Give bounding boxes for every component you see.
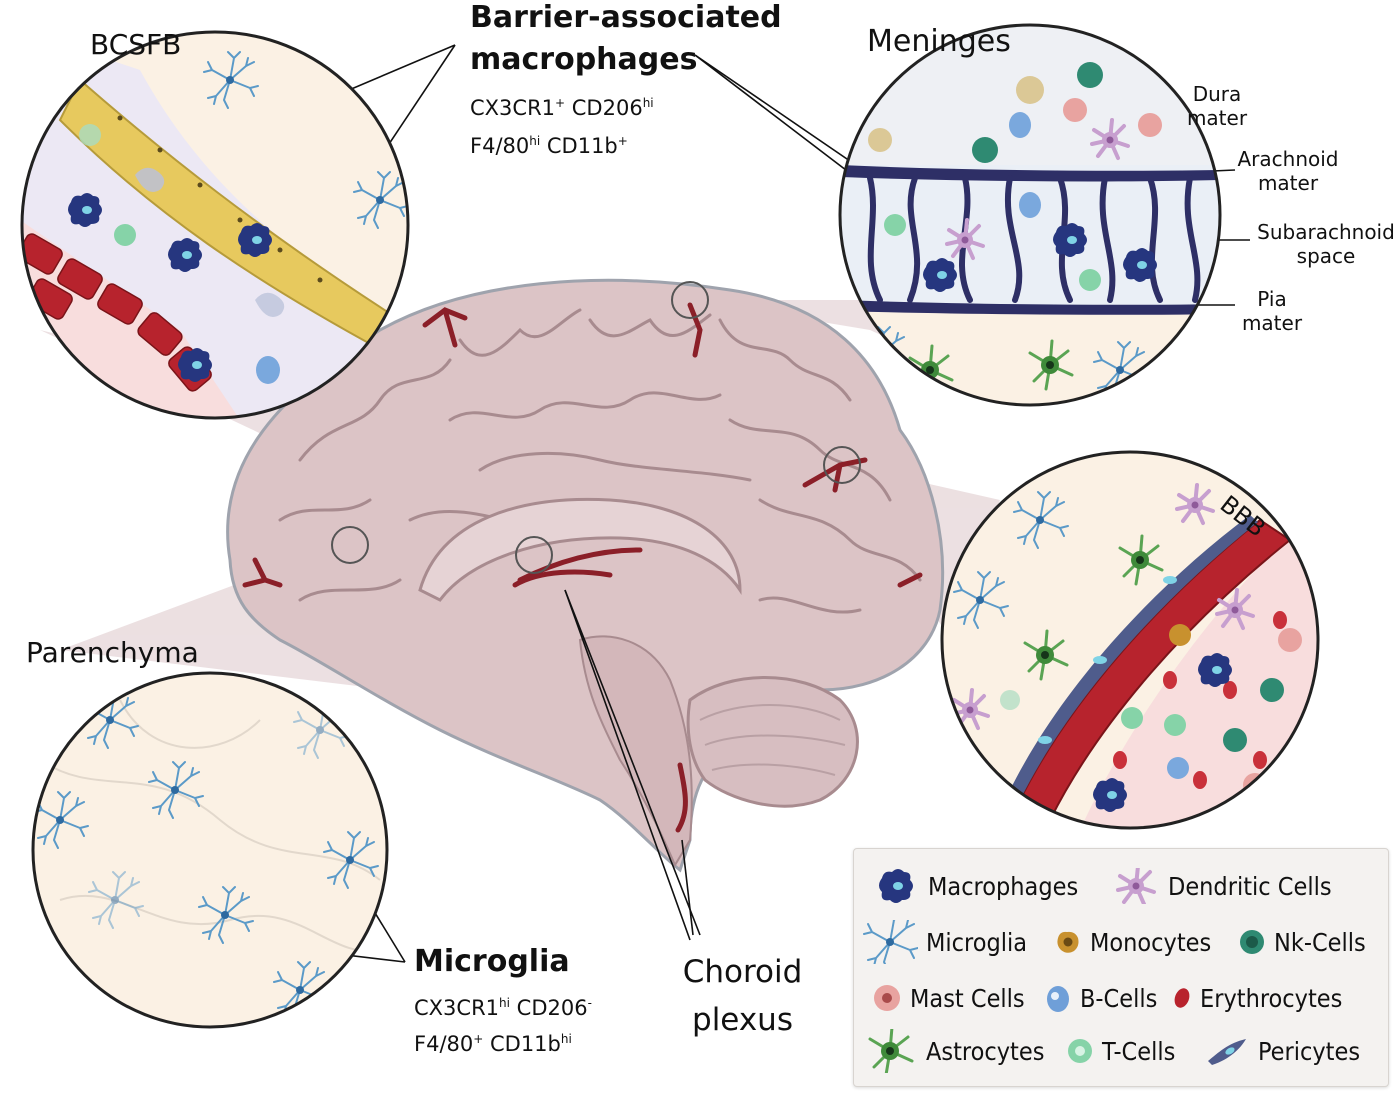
marker: CX3CR1 bbox=[470, 96, 556, 120]
bbb-zoom-circle bbox=[940, 450, 1320, 830]
marker: CX3CR1 bbox=[414, 996, 500, 1020]
bam-title-line1: Barrier-associated bbox=[470, 0, 782, 35]
mast-cell-icon bbox=[874, 985, 900, 1011]
bam-title-line2: macrophages bbox=[470, 42, 698, 77]
marker-sup: hi bbox=[529, 134, 541, 148]
bcsfb-title: BCSFB bbox=[90, 28, 182, 61]
microglia-markers-line2: F4/80+ CD11bhi bbox=[414, 1032, 572, 1057]
legend-label: B-Cells bbox=[1080, 983, 1158, 1013]
bam-markers-line1: CX3CR1+ CD206hi bbox=[470, 96, 654, 121]
legend-item-astrocytes: Astrocytes bbox=[862, 1029, 1045, 1073]
cell-type-legend: Macrophages Dendritic Cells Microglia Mo… bbox=[853, 848, 1389, 1087]
subarachnoid-space-label: Subarachnoid space bbox=[1254, 220, 1398, 268]
layer-line: mater bbox=[1257, 171, 1319, 195]
legend-label: Astrocytes bbox=[926, 1036, 1045, 1066]
microglia-markers-line1: CX3CR1hi CD206- bbox=[414, 996, 592, 1021]
nk-cell-icon bbox=[1240, 930, 1264, 954]
legend-item-macrophages: Macrophages bbox=[872, 868, 1078, 904]
legend-item-t-cells: T-Cells bbox=[1066, 1033, 1175, 1069]
marker-sup: + bbox=[473, 1032, 484, 1046]
legend-item-microglia: Microglia bbox=[862, 920, 1028, 964]
bam-markers-line2: F4/80hi CD11b+ bbox=[470, 134, 628, 159]
meninges-title: Meninges bbox=[867, 24, 1011, 59]
legend-label: T-Cells bbox=[1102, 1036, 1176, 1066]
layer-line: mater bbox=[1186, 106, 1248, 130]
marker-sup: hi bbox=[560, 1032, 572, 1046]
legend-item-monocytes: Monocytes bbox=[1054, 924, 1211, 960]
brain-sagittal-illustration bbox=[226, 278, 945, 873]
marker: F4/80 bbox=[470, 134, 530, 158]
pia-mater-label: Pia mater bbox=[1232, 287, 1312, 335]
legend-item-b-cells: B-Cells bbox=[1044, 980, 1157, 1016]
marker-sup: + bbox=[555, 96, 566, 110]
pericyte-icon bbox=[1208, 1039, 1246, 1065]
legend-label: Erythrocytes bbox=[1200, 983, 1343, 1013]
choroid-title-line1: Choroid bbox=[682, 954, 803, 990]
astrocyte-icon bbox=[868, 1029, 914, 1073]
legend-item-nk-cells: Nk-Cells bbox=[1238, 924, 1366, 960]
choroid-zoom-spot bbox=[515, 536, 553, 574]
b-cell-icon bbox=[1047, 986, 1069, 1012]
layer-line: mater bbox=[1241, 311, 1303, 335]
layer-line: Dura bbox=[1192, 82, 1242, 106]
layer-line: Subarachnoid bbox=[1257, 220, 1395, 244]
erythrocyte-icon bbox=[1174, 988, 1190, 1008]
marker-sup: hi bbox=[499, 996, 510, 1010]
legend-label: Dendritic Cells bbox=[1168, 871, 1332, 901]
marker-sup: + bbox=[617, 134, 628, 148]
bbb-zoom-spot bbox=[823, 446, 861, 484]
arachnoid-mater-label: Arachnoid mater bbox=[1232, 147, 1344, 195]
marker-sup: hi bbox=[642, 96, 654, 110]
dendritic-cell-icon bbox=[1116, 868, 1156, 904]
parenchyma-zoom-circle bbox=[31, 671, 389, 1029]
meninges-zoom-spot bbox=[671, 281, 709, 319]
marker: CD206 bbox=[565, 96, 643, 120]
dura-mater-label: Dura mater bbox=[1172, 82, 1262, 130]
legend-label: Pericytes bbox=[1258, 1036, 1361, 1066]
marker: CD11b bbox=[483, 1032, 561, 1056]
layer-line: Arachnoid bbox=[1237, 147, 1339, 171]
macrophage-icon bbox=[879, 869, 913, 903]
microglia-icon bbox=[863, 920, 918, 964]
legend-item-dendritic-cells: Dendritic Cells bbox=[1112, 868, 1332, 904]
parenchyma-zoom-spot bbox=[331, 526, 369, 564]
t-cell-icon bbox=[1068, 1039, 1092, 1063]
marker: F4/80 bbox=[414, 1032, 474, 1056]
marker: CD11b bbox=[540, 134, 618, 158]
legend-label: Mast Cells bbox=[910, 983, 1025, 1013]
layer-line: Pia bbox=[1257, 287, 1287, 311]
legend-item-erythrocytes: Erythrocytes bbox=[1172, 980, 1342, 1016]
monocyte-icon bbox=[1057, 931, 1079, 953]
legend-label: Nk-Cells bbox=[1274, 927, 1366, 957]
layer-line: space bbox=[1296, 244, 1356, 268]
parenchyma-title: Parenchyma bbox=[26, 636, 199, 669]
legend-item-pericytes: Pericytes bbox=[1206, 1033, 1360, 1069]
legend-label: Monocytes bbox=[1090, 927, 1212, 957]
choroid-title-line2: plexus bbox=[692, 1002, 793, 1038]
meninges-zoom-circle bbox=[838, 23, 1222, 407]
marker: CD206 bbox=[509, 996, 588, 1020]
marker-sup: - bbox=[587, 996, 592, 1010]
legend-item-mast-cells: Mast Cells bbox=[872, 980, 1025, 1016]
microglia-title: Microglia bbox=[414, 944, 570, 979]
legend-label: Microglia bbox=[926, 927, 1028, 957]
legend-label: Macrophages bbox=[928, 871, 1079, 901]
